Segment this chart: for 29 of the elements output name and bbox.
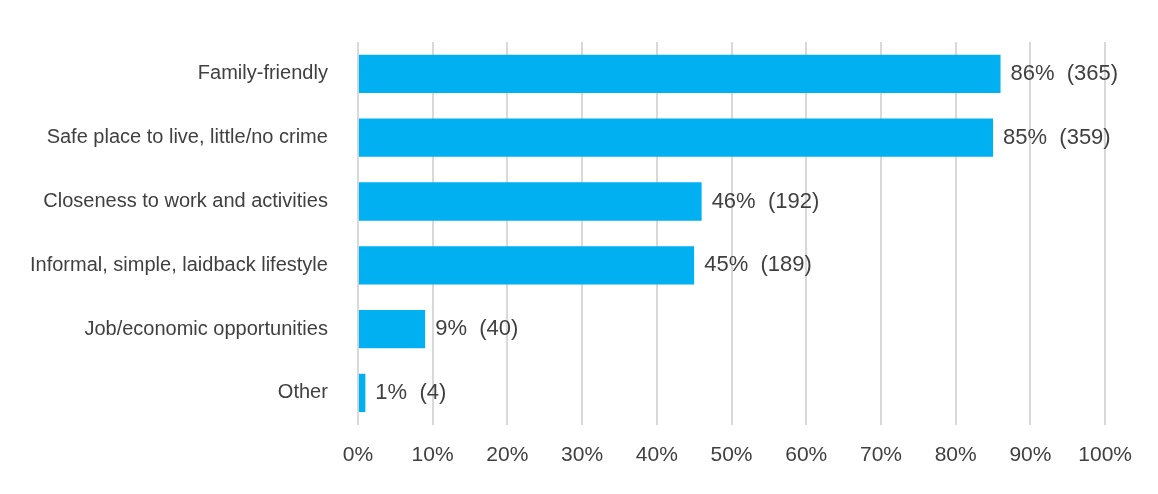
y-tick-label: Job/economic opportunities [84,316,328,339]
data-label: 45% (189) [704,251,812,277]
data-label: 85% (359) [1003,123,1111,149]
y-tick-label: Family-friendly [197,61,328,84]
y-tick-label: Informal, simple, laidback lifestyle [30,252,328,275]
bar [358,373,366,413]
bar [358,246,695,285]
bar [358,182,702,221]
x-tick-label: 80% [934,442,977,466]
x-tick-label: 70% [859,442,902,466]
bar [358,309,426,349]
data-label: 9% (40) [435,315,519,341]
y-tick-label: Safe place to live, little/no crime [46,125,328,148]
x-tick-label: 60% [785,442,828,466]
bar [358,54,1001,94]
x-tick-label: 50% [710,442,753,466]
bar [358,118,994,157]
x-tick-label: 40% [635,442,678,466]
data-label: 86% (365) [1010,59,1119,85]
x-tick-label: 10% [411,442,454,466]
y-tick-label: Closeness to work and activities [43,189,328,212]
x-tick-label: 30% [561,442,604,466]
y-tick-label: Other [277,380,329,403]
x-tick-label: 20% [486,442,529,466]
data-label: 46% (192) [711,187,820,213]
data-label: 1% (4) [375,378,447,404]
x-tick-label: 100% [1078,442,1132,466]
x-tick-label: 90% [1009,442,1052,466]
x-tick-label: 0% [342,442,374,466]
